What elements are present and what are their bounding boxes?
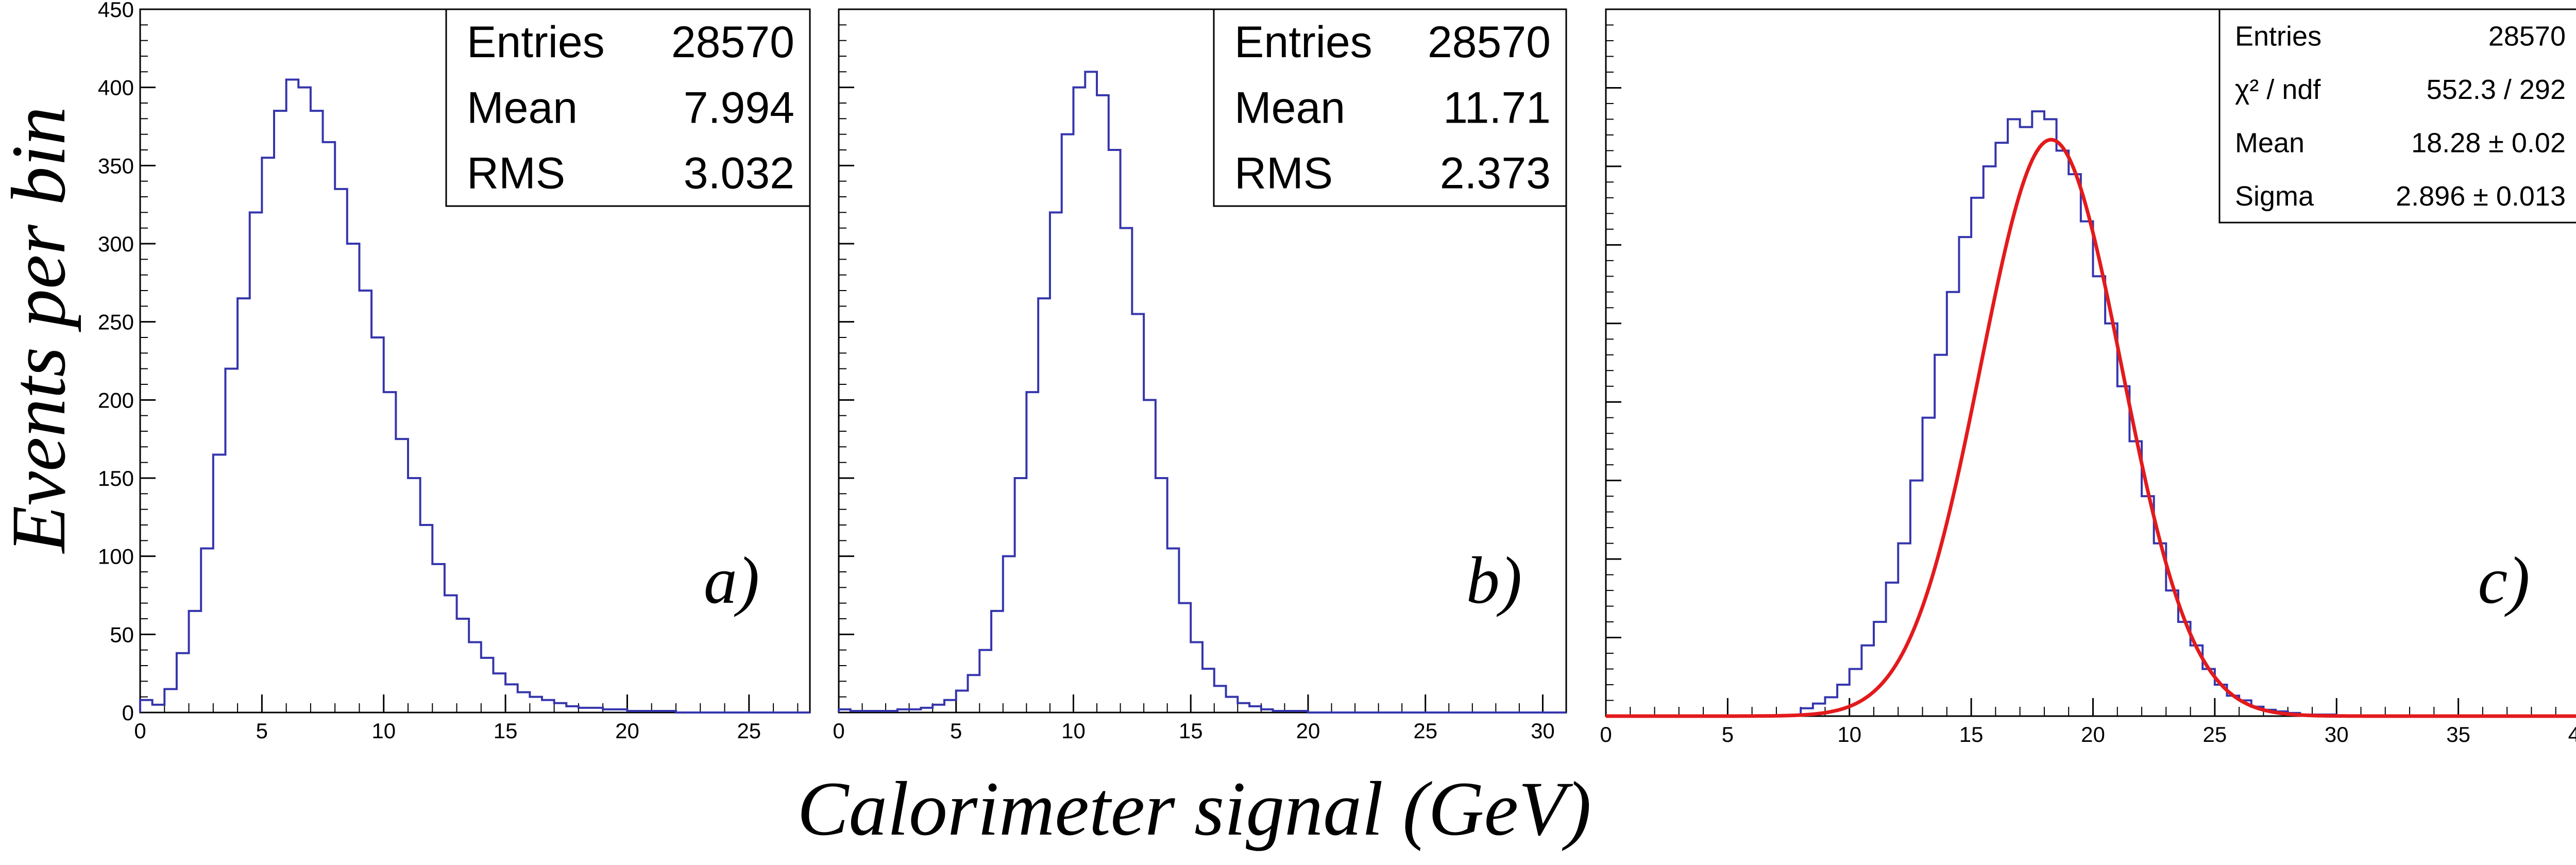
stats-value: 18.28 ± 0.02 [2411,127,2566,158]
x-tick-label: 25 [737,719,761,743]
stats-value: 11.71 [1443,83,1551,132]
stats-value: 3.032 [684,149,794,198]
stats-box [1213,8,1567,207]
stats-value: 28570 [1428,18,1551,67]
x-tick-label: 0 [833,719,844,743]
panel-3: 0 5 10 15 20 25 30 35 40 Entries 28570 χ² / ndf 552.… [1600,8,2576,747]
stats-value: 2.896 ± 0.013 [2396,181,2566,212]
y-tick-label: 150 [98,466,134,490]
stats-value: 2.373 [1440,149,1551,198]
stats-label: Entries [467,18,605,67]
y-tick-label: 200 [98,388,134,412]
panel-label: c) [2478,544,2530,618]
stats-label: Entries [2235,21,2321,52]
histogram-series [838,71,1566,714]
x-tick-label: 10 [1061,719,1086,743]
x-tick-label: 0 [134,719,146,743]
y-tick-label: 350 [98,154,134,178]
plot-frame [838,8,1567,714]
fit-curve [1606,138,2576,718]
histogram-series [139,78,810,714]
stats-value: 28570 [671,18,794,67]
y-tick-label: 100 [98,545,134,569]
y-axis-title: Events per bin [0,107,81,554]
stats-label: Sigma [2235,181,2314,212]
stats-box [2218,8,2576,224]
x-tick-label: 0 [1600,722,1612,747]
x-tick-label: 10 [1837,722,1861,747]
panel-1: 0 50 100 150 200 250 300 350 400 450 0 5 10 15 20 25 Ent… [98,0,811,743]
x-tick-label: 15 [1179,719,1203,743]
x-tick-label: 30 [2325,722,2349,747]
x-tick-label: 20 [1296,719,1320,743]
stats-label: Mean [467,83,578,132]
x-tick-label: 15 [494,719,518,743]
x-tick-label: 35 [2446,722,2470,747]
x-tick-label: 30 [1531,719,1555,743]
x-tick-label: 20 [2081,722,2105,747]
panel-label: a) [704,544,759,618]
x-tick-label: 20 [615,719,639,743]
stats-label: Entries [1234,18,1372,67]
stats-label: RMS [467,149,565,198]
stats-value: 7.994 [684,83,794,132]
x-tick-label: 5 [1722,722,1734,747]
stats-label: Mean [1234,83,1345,132]
stats-label: Mean [2235,127,2304,158]
x-tick-label: 5 [256,719,268,743]
stats-label: χ² / ndf [2235,74,2321,105]
x-tick-label: 40 [2568,722,2576,747]
stats-box [445,8,811,207]
stats-value: 28570 [2488,21,2566,52]
panel-label: b) [1466,544,1522,618]
x-axis-title: Calorimeter signal (GeV) [797,766,1591,852]
panel-2: 0 5 10 15 20 25 30 Entries 28570 Mean 11.71 RMS 2.37… [833,8,1567,743]
x-tick-label: 25 [2203,722,2227,747]
y-tick-label: 0 [122,701,134,725]
x-tick-label: 15 [1959,722,1984,747]
stats-value: 552.3 / 292 [2427,74,2566,105]
stats-label: RMS [1234,149,1333,198]
x-tick-label: 10 [371,719,396,743]
x-tick-label: 5 [950,719,962,743]
y-tick-label: 450 [98,0,134,22]
x-tick-label: 25 [1413,719,1437,743]
y-tick-label: 50 [110,622,134,647]
y-tick-label: 400 [98,76,134,100]
y-tick-label: 300 [98,232,134,256]
y-tick-label: 250 [98,310,134,334]
